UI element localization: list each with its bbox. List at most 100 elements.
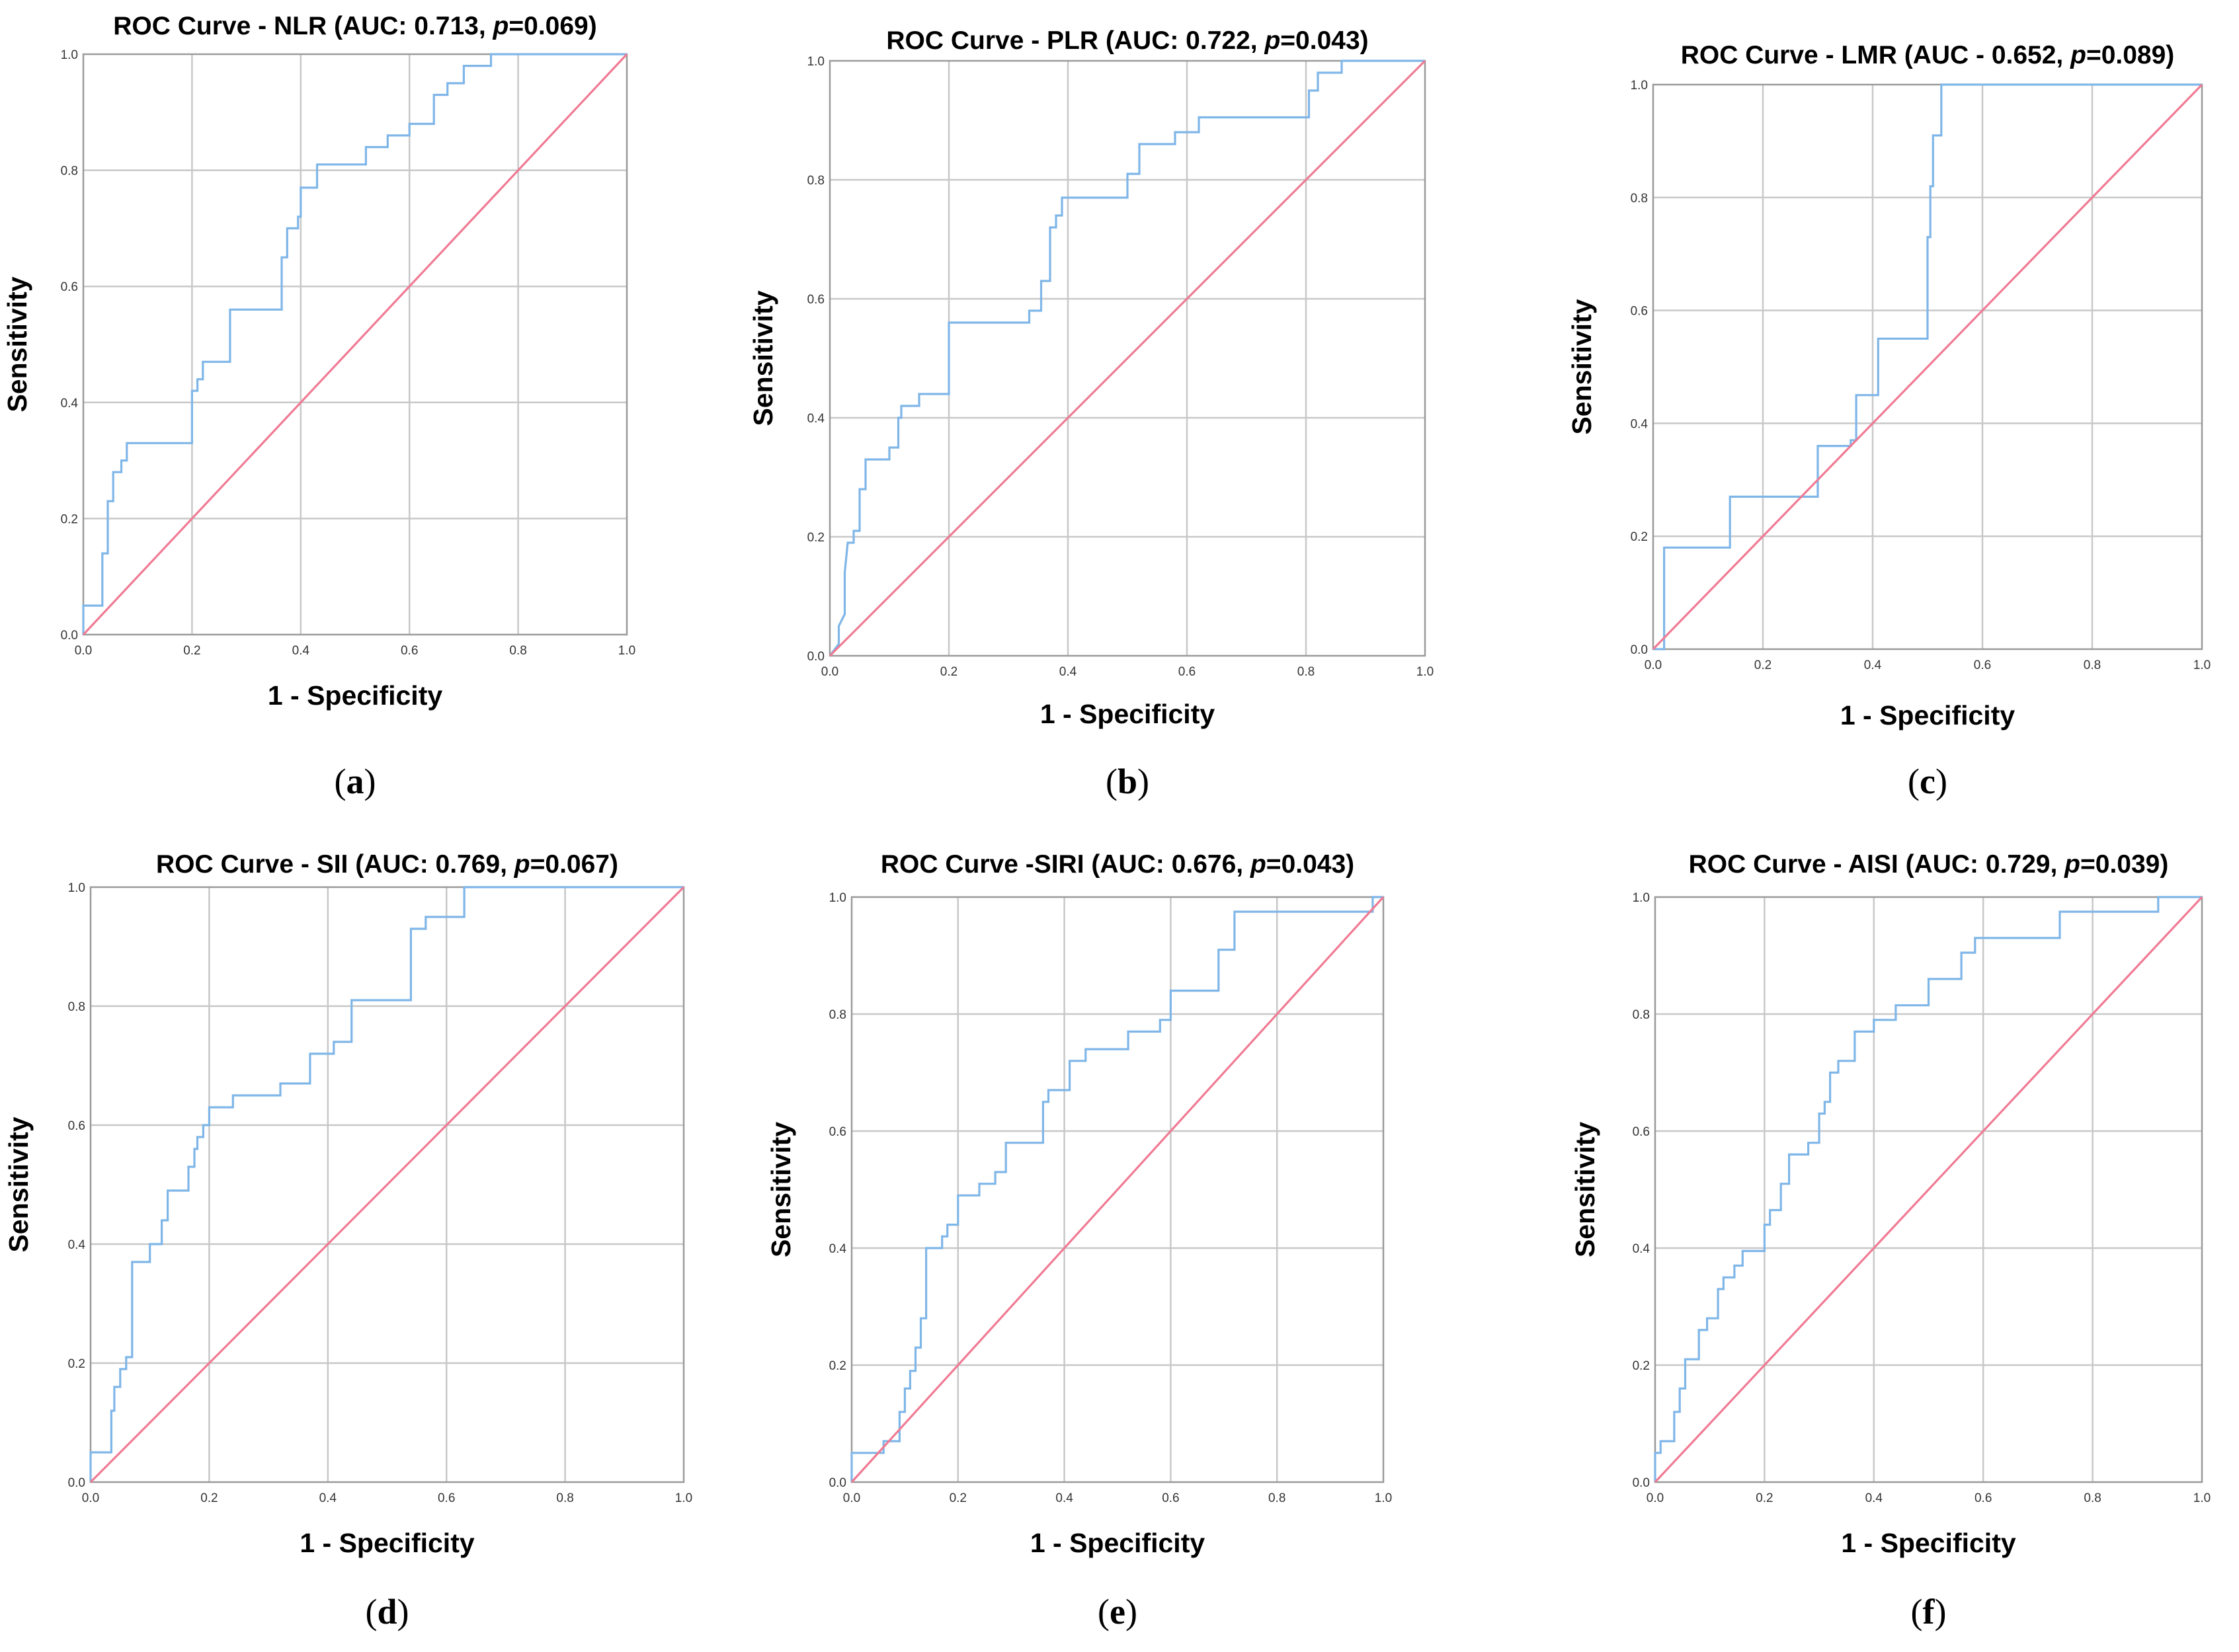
roc-curve-line (1653, 83, 2202, 650)
reference-diagonal-line (1652, 83, 2203, 650)
y-axis-label: Sensitivity (1570, 1122, 1600, 1257)
chart-title-p-symbol: p (1250, 850, 1266, 879)
x-tick-label: 0.8 (556, 1491, 573, 1505)
x-tick-label: 0.0 (1645, 658, 1662, 672)
y-axis-label: Sensitivity (2, 276, 32, 412)
x-axis-label: 1 - Specificity (1030, 1528, 1205, 1558)
x-tick-label: 0.8 (1268, 1491, 1285, 1505)
chart-title-text: ROC Curve - PLR (AUC: 0.722, (886, 26, 1264, 55)
panel-label: (c) (1908, 762, 1947, 801)
y-tick-label: 0.2 (68, 1357, 85, 1371)
x-tick-label: 1.0 (1375, 1491, 1392, 1505)
panel-letter: b (1118, 762, 1137, 801)
roc-panel-b: 0.0 0.2 0.4 0.6 0.8 1.0 0.0 0.2 0.4 0.6 0.8 1.0 ROC … (748, 26, 1434, 801)
x-tick-label: 0.4 (319, 1491, 337, 1505)
y-tick-label: 1.0 (1631, 79, 1648, 93)
y-tick-label: 0.0 (61, 629, 78, 643)
y-tick-label: 0.6 (61, 280, 78, 294)
x-tick-label: 0.4 (292, 644, 310, 658)
reference-diagonal-line (829, 59, 1426, 657)
roc-panel-d: 0.0 0.2 0.4 0.6 0.8 1.0 0.0 0.2 0.4 0.6 0.8 1.0 ROC … (3, 850, 692, 1632)
x-tick-label: 1.0 (2193, 658, 2211, 672)
x-tick-label: 0.2 (940, 665, 957, 679)
panel-label: (d) (365, 1592, 409, 1632)
y-tick-label: 0.2 (807, 531, 825, 545)
roc-panel-e: 0.0 0.2 0.4 0.6 0.8 1.0 0.0 0.2 0.4 0.6 0.8 1.0 ROC … (766, 850, 1392, 1632)
x-tick-label: 0.4 (1059, 665, 1077, 679)
plot-frame (89, 886, 685, 1483)
x-tick-label: 0.8 (2084, 1491, 2101, 1505)
y-tick-label: 1.0 (829, 891, 846, 905)
y-tick-label: 0.0 (829, 1476, 846, 1490)
y-tick-label: 0.4 (1633, 1242, 1650, 1256)
roc-curve-line (1654, 896, 2202, 1482)
reference-diagonal-line (89, 886, 685, 1483)
panel-letter: e (1110, 1592, 1125, 1632)
x-axis-label: 1 - Specificity (268, 680, 443, 711)
y-axis-label: Sensitivity (748, 290, 778, 426)
chart-title-p-symbol: p (493, 12, 509, 40)
y-axis-label: Sensitivity (766, 1122, 796, 1257)
y-tick-label: 0.6 (1633, 1125, 1650, 1139)
chart-title: ROC Curve -SIRI (AUC: 0.676, p=0.043) (881, 850, 1354, 879)
x-axis-label: 1 - Specificity (1841, 1528, 2016, 1558)
chart-title-p-value: =0.043) (1266, 850, 1354, 879)
chart-title-p-value: =0.039) (2080, 850, 2168, 879)
x-tick-label: 0.4 (1055, 1491, 1073, 1505)
panel-label: (f) (1911, 1592, 1947, 1632)
chart-title-text: ROC Curve -SIRI (AUC: 0.676, (881, 850, 1250, 879)
y-tick-label: 0.8 (1631, 192, 1648, 206)
roc-panel-f: 0.0 0.2 0.4 0.6 0.8 1.0 0.0 0.2 0.4 0.6 0.8 1.0 ROC … (1570, 850, 2211, 1632)
chart-title-p-value: =0.069) (509, 12, 596, 40)
panel-letter: f (1923, 1592, 1935, 1632)
y-tick-label: 0.4 (1631, 417, 1649, 431)
chart-title-text: ROC Curve - LMR (AUC - 0.652, (1681, 41, 2070, 69)
y-tick-label: 0.2 (61, 512, 78, 526)
x-axis-label: 1 - Specificity (1040, 699, 1215, 729)
x-tick-label: 0.2 (1754, 658, 1771, 672)
y-axis-label: Sensitivity (1567, 299, 1597, 434)
x-tick-label: 0.8 (1297, 665, 1315, 679)
chart-title-p-symbol: p (514, 850, 530, 879)
plot-frame (1652, 83, 2203, 650)
x-tick-label: 0.2 (950, 1491, 967, 1505)
chart-title: ROC Curve - NLR (AUC: 0.713, p=0.069) (113, 12, 596, 40)
x-tick-label: 0.6 (1178, 665, 1196, 679)
x-tick-label: 0.0 (821, 665, 838, 679)
y-tick-label: 0.6 (829, 1125, 846, 1139)
chart-title-text: ROC Curve - SII (AUC: 0.769, (156, 850, 514, 879)
panel-letter: d (377, 1592, 397, 1632)
chart-title: ROC Curve - SII (AUC: 0.769, p=0.067) (156, 850, 618, 879)
roc-curve-line (82, 53, 627, 635)
x-tick-label: 0.8 (2084, 658, 2101, 672)
x-tick-label: 0.2 (200, 1491, 218, 1505)
y-tick-label: 0.8 (68, 1000, 85, 1014)
panel-letter: a (346, 762, 364, 801)
x-tick-label: 1.0 (675, 1491, 692, 1505)
x-tick-label: 0.6 (1974, 1491, 1992, 1505)
x-tick-label: 1.0 (2193, 1491, 2211, 1505)
y-tick-label: 0.0 (1633, 1476, 1650, 1490)
y-tick-label: 0.8 (807, 174, 825, 188)
y-tick-label: 0.6 (68, 1119, 85, 1133)
chart-title-p-symbol: p (2070, 41, 2086, 69)
plot-frame (82, 53, 628, 636)
y-tick-label: 0.8 (1633, 1008, 1650, 1022)
chart-title-text: ROC Curve - NLR (AUC: 0.713, (113, 12, 493, 40)
chart-title-p-symbol: p (2064, 850, 2080, 879)
reference-diagonal-line (850, 896, 1385, 1483)
y-tick-label: 1.0 (807, 55, 825, 69)
chart-title-text: ROC Curve - AISI (AUC: 0.729, (1689, 850, 2065, 879)
y-tick-label: 0.4 (68, 1238, 86, 1252)
x-tick-label: 0.0 (843, 1491, 860, 1505)
y-tick-label: 0.0 (1631, 643, 1648, 657)
y-tick-label: 0.0 (807, 650, 825, 664)
x-axis-label: 1 - Specificity (300, 1528, 475, 1558)
y-tick-label: 0.6 (807, 293, 825, 307)
x-tick-label: 0.4 (1865, 1491, 1883, 1505)
reference-diagonal-line (1654, 896, 2203, 1483)
x-tick-label: 0.4 (1864, 658, 1882, 672)
x-tick-label: 0.6 (1974, 658, 1991, 672)
x-tick-label: 0.0 (82, 1491, 99, 1505)
